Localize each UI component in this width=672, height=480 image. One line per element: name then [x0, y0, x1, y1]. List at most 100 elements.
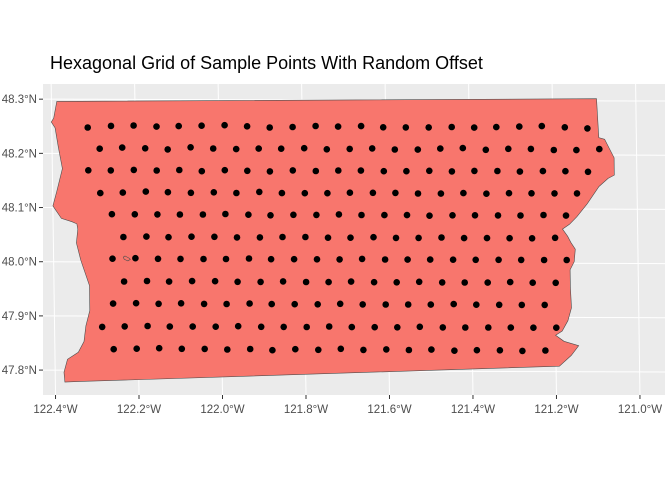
sample-point-190	[495, 301, 503, 309]
sample-point-70	[119, 189, 127, 196]
sample-point-101	[335, 211, 343, 218]
sample-point-38	[437, 145, 444, 152]
sample-point-220	[246, 345, 254, 353]
sample-point-179	[246, 300, 253, 307]
sample-point-151	[540, 256, 548, 264]
sample-point-78	[301, 189, 309, 197]
x-tick-label-5: 121.4°W	[451, 404, 495, 416]
sample-point-28	[209, 145, 217, 152]
sample-point-23	[96, 145, 103, 152]
sample-point-5	[198, 122, 205, 129]
sample-point-192	[541, 301, 548, 309]
sample-point-219	[224, 346, 231, 353]
sample-point-233	[542, 347, 549, 354]
sample-point-45	[596, 145, 603, 153]
sample-point-42	[527, 145, 535, 153]
sample-point-124	[392, 234, 400, 242]
sample-point-224	[337, 345, 345, 353]
sample-point-75	[233, 189, 240, 197]
sample-point-50	[176, 166, 183, 174]
sample-point-169	[484, 279, 492, 286]
sample-point-193	[98, 323, 106, 331]
sample-point-108	[494, 212, 502, 219]
sample-point-142	[336, 256, 343, 263]
sample-point-137	[222, 255, 230, 263]
sample-point-103	[381, 211, 388, 219]
sample-point-84	[437, 190, 445, 197]
x-axis: 122.4°W 122.2°W 122.0°W 121.8°W 121.6°W 121.4…	[33, 395, 662, 416]
sample-point-92	[131, 211, 139, 218]
sample-point-126	[438, 234, 445, 241]
sample-point-63	[471, 167, 478, 175]
sample-point-148	[472, 256, 480, 264]
sample-point-172	[552, 279, 559, 287]
sample-point-229	[451, 347, 458, 355]
sample-point-95	[199, 211, 207, 218]
sample-point-62	[448, 168, 456, 175]
sample-point-206	[394, 324, 401, 331]
sample-point-165	[393, 279, 401, 286]
sample-point-24	[118, 144, 126, 151]
sample-point-89	[551, 190, 558, 197]
sample-point-54	[266, 168, 274, 175]
sample-point-155	[165, 278, 173, 285]
sample-point-140	[290, 255, 298, 263]
sample-point-88	[528, 190, 535, 197]
sample-point-58	[357, 167, 365, 174]
sample-point-226	[383, 346, 390, 353]
sample-point-16	[448, 123, 456, 131]
sample-point-200	[257, 323, 265, 331]
sample-point-85	[460, 189, 467, 197]
sample-point-55	[289, 167, 297, 174]
sample-point-133	[132, 254, 139, 262]
sample-point-196	[166, 323, 174, 330]
sample-point-230	[473, 346, 481, 354]
sample-point-212	[530, 324, 537, 332]
sample-point-46	[85, 167, 92, 174]
sample-point-14	[402, 124, 410, 131]
sample-point-227	[405, 346, 413, 354]
sample-point-27	[187, 144, 194, 151]
sample-point-167	[438, 279, 446, 286]
sample-point-138	[245, 255, 253, 262]
sample-point-204	[348, 323, 356, 331]
sample-point-163	[347, 278, 355, 285]
y-tick-label-5: 48.3°N	[2, 94, 37, 106]
sample-point-56	[312, 167, 320, 175]
sample-point-121	[324, 234, 332, 241]
sample-point-144	[381, 256, 389, 263]
sample-point-168	[461, 279, 469, 286]
chart-title: Hexagonal Grid of Sample Points With Ran…	[50, 53, 483, 73]
sample-point-32	[300, 144, 308, 152]
sample-point-125	[415, 234, 422, 242]
sample-point-3	[153, 123, 160, 130]
sample-point-30	[255, 145, 262, 152]
x-tick-label-2: 122.0°W	[200, 404, 244, 416]
x-tick-label-6: 121.2°W	[534, 404, 578, 416]
sample-point-106	[449, 212, 456, 219]
sample-point-57	[335, 167, 342, 174]
sample-point-221	[269, 346, 276, 354]
sample-point-143	[358, 255, 366, 263]
sample-point-170	[506, 278, 514, 286]
sample-point-197	[189, 323, 196, 330]
sample-point-64	[494, 167, 501, 175]
sample-point-146	[426, 256, 434, 263]
sample-point-105	[426, 212, 433, 219]
sample-point-188	[450, 300, 458, 308]
sample-point-60	[403, 167, 410, 175]
sample-point-9	[289, 123, 296, 131]
sample-point-232	[519, 347, 526, 355]
sample-point-184	[359, 301, 367, 308]
sample-point-71	[142, 188, 150, 195]
x-tick-label-1: 122.2°W	[117, 404, 161, 416]
sample-point-201	[280, 323, 288, 331]
sample-point-40	[482, 146, 490, 154]
islet-polygon	[122, 255, 131, 262]
sample-point-94	[176, 211, 184, 218]
sample-point-18	[493, 123, 500, 131]
sample-point-177	[200, 300, 208, 308]
sample-point-209	[462, 324, 469, 331]
sample-point-86	[483, 190, 490, 197]
